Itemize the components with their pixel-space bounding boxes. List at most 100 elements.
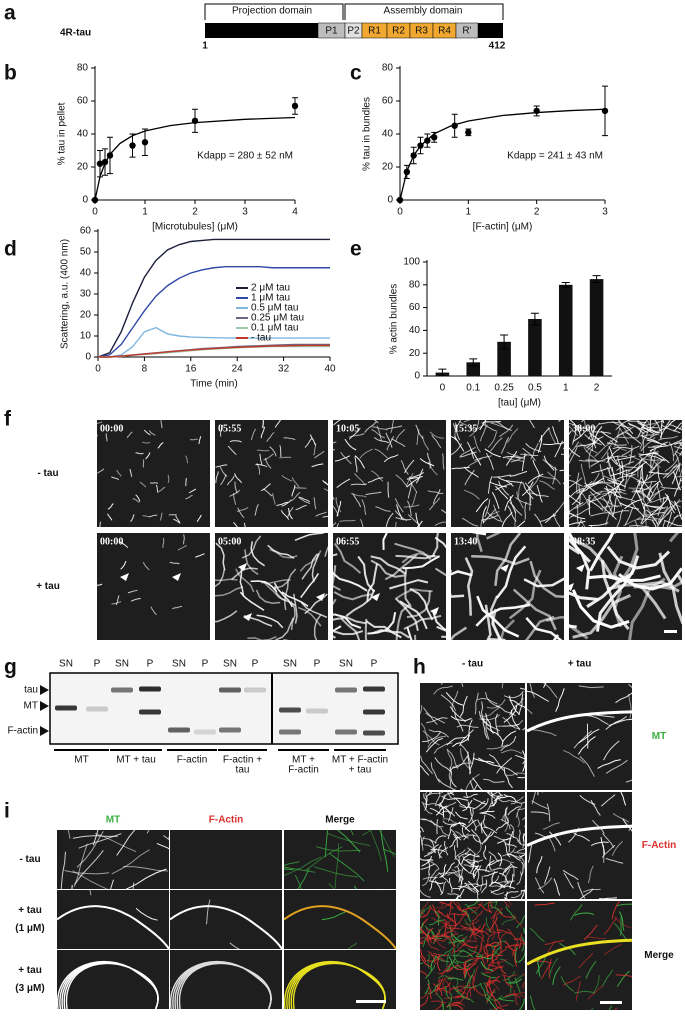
group-label: F-actin — [288, 765, 319, 776]
filament — [420, 941, 424, 943]
filament — [449, 878, 453, 893]
filament — [450, 1002, 466, 1008]
filament — [254, 503, 259, 516]
filament — [525, 615, 555, 640]
filament — [478, 711, 493, 728]
filament — [483, 947, 489, 963]
panel-label: g — [4, 656, 17, 679]
filament — [468, 948, 483, 957]
filament — [493, 504, 502, 522]
filament — [604, 943, 622, 955]
filament — [651, 520, 657, 527]
filament — [389, 579, 429, 590]
filament — [425, 965, 436, 979]
filament — [459, 950, 474, 958]
filament — [491, 491, 500, 509]
filament — [470, 932, 485, 942]
filament — [516, 520, 526, 527]
filament — [447, 749, 459, 769]
micrograph — [284, 830, 396, 889]
marker-label: tau — [24, 685, 38, 696]
filament — [648, 483, 660, 502]
filament — [429, 937, 446, 942]
micrograph — [215, 533, 328, 640]
filament — [637, 420, 645, 427]
filament — [324, 830, 329, 858]
filament — [634, 520, 639, 527]
filament — [649, 427, 668, 439]
x-tick-label: 16 — [185, 364, 197, 375]
protein-segment — [455, 22, 479, 39]
filament — [463, 960, 479, 968]
filament — [452, 884, 468, 890]
filament — [588, 449, 593, 469]
filament — [434, 567, 446, 577]
filament — [196, 514, 202, 523]
filament — [520, 453, 539, 456]
filament — [540, 961, 552, 980]
filament — [662, 463, 678, 479]
filament — [420, 911, 426, 916]
filament — [471, 829, 481, 842]
filament — [530, 442, 539, 460]
filament — [301, 553, 318, 580]
filament — [294, 487, 307, 489]
filament — [116, 469, 122, 477]
y-tick-label: 60 — [382, 96, 394, 107]
filament — [556, 501, 564, 513]
filament — [514, 947, 518, 964]
filament — [448, 765, 455, 787]
filament — [496, 757, 513, 774]
filament — [614, 922, 627, 940]
filament — [276, 501, 289, 507]
filament — [475, 498, 489, 513]
filament — [498, 480, 510, 496]
arrowhead — [316, 593, 325, 601]
row-label: + tau — [36, 581, 60, 592]
arrowhead — [172, 573, 181, 581]
filament — [279, 445, 282, 458]
filament — [454, 849, 466, 860]
panel-label: i — [4, 800, 10, 823]
filament — [364, 421, 377, 433]
timestamp: 15:35 — [454, 423, 477, 434]
filament — [297, 606, 322, 627]
y-axis-label: % tau in pellet — [57, 102, 68, 165]
filament — [420, 904, 432, 912]
filament — [229, 440, 242, 443]
filament — [609, 510, 630, 514]
micrograph — [527, 683, 632, 790]
filament — [420, 990, 430, 1000]
filament — [539, 480, 555, 490]
filament — [266, 431, 275, 442]
filament — [507, 901, 512, 906]
filament — [489, 855, 492, 871]
filament — [405, 472, 414, 488]
data-point — [101, 158, 109, 166]
marker-arrow — [40, 726, 49, 736]
lane-label: P — [202, 659, 209, 670]
filament — [519, 994, 525, 999]
y-axis-label: Scattering, a.u. (400 nm) — [60, 239, 71, 349]
filament — [576, 472, 580, 493]
filament — [501, 730, 517, 747]
filament — [493, 999, 505, 1010]
filament — [494, 922, 500, 938]
filament — [485, 933, 494, 948]
filament — [601, 969, 614, 987]
filament — [455, 798, 468, 809]
filament — [366, 563, 379, 602]
filament — [420, 922, 424, 931]
filament — [440, 927, 455, 936]
column-label: - tau — [462, 659, 483, 670]
filament — [603, 740, 620, 761]
filament — [478, 757, 499, 767]
filament — [506, 451, 524, 460]
filament — [420, 764, 430, 776]
filament — [440, 918, 454, 930]
filament — [406, 475, 423, 480]
filament — [656, 507, 669, 525]
scale-bar — [356, 1000, 386, 1003]
x-tick-label: 3 — [242, 207, 248, 218]
